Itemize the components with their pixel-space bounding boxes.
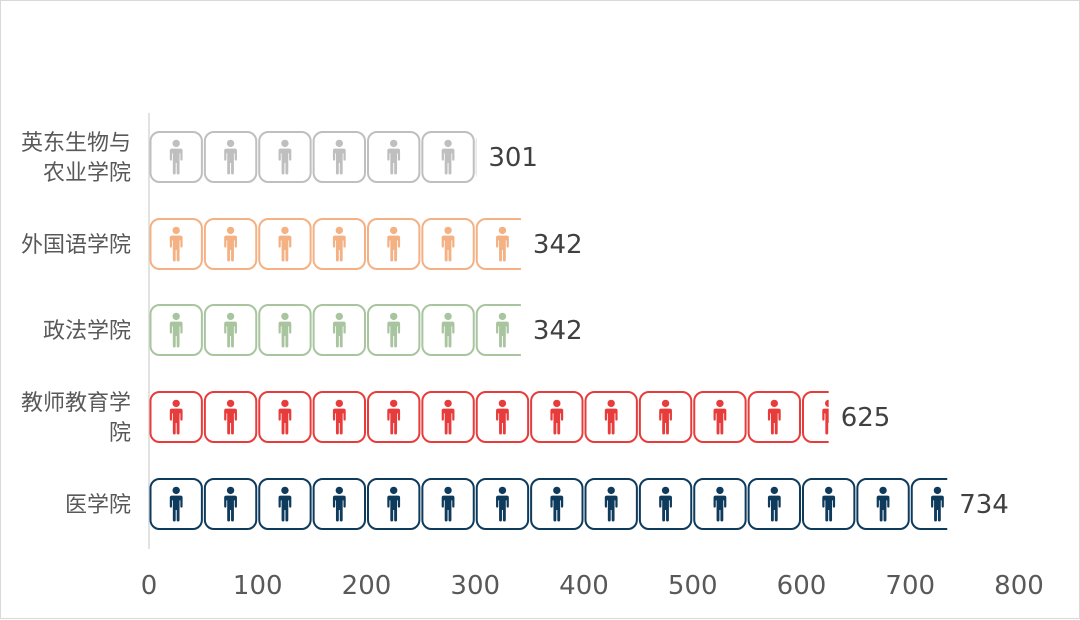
- person-icon: [747, 391, 801, 443]
- person-icon: [203, 304, 258, 356]
- category-label: 医学院: [65, 493, 131, 518]
- bar-group: [149, 218, 521, 270]
- category-label: 政法学院: [43, 319, 131, 344]
- person-icon: [367, 478, 421, 530]
- bar: [149, 478, 948, 530]
- x-tick-label: 300: [450, 571, 500, 601]
- bar-group: [149, 478, 948, 530]
- person-icon: [693, 478, 747, 530]
- bar: [149, 304, 521, 356]
- person-icon: [475, 304, 521, 356]
- bar: [149, 218, 521, 270]
- person-icon: [693, 391, 747, 443]
- person-icon: [203, 131, 258, 183]
- bar: [149, 391, 829, 443]
- person-icon: [312, 218, 366, 270]
- x-tick-label: 0: [141, 571, 158, 601]
- person-icon: [475, 478, 530, 530]
- person-icon: [258, 131, 312, 183]
- person-icon: [802, 391, 829, 443]
- data-label: 734: [959, 490, 1009, 520]
- person-icon: [149, 304, 203, 356]
- person-icon: [421, 478, 475, 530]
- person-icon: [421, 391, 475, 443]
- person-icon: [421, 131, 475, 183]
- x-tick-label: 700: [885, 571, 935, 601]
- person-icon: [258, 218, 312, 270]
- bar-group: [149, 391, 829, 443]
- person-icon: [258, 391, 312, 443]
- person-icon: [802, 478, 856, 530]
- bar-group: [149, 131, 477, 183]
- person-icon: [530, 478, 584, 530]
- person-icon: [258, 478, 312, 530]
- person-icon: [149, 131, 203, 183]
- data-label: 342: [533, 316, 583, 346]
- category-label: 教师教育学院: [21, 391, 131, 446]
- person-icon: [312, 391, 366, 443]
- person-icon: [910, 478, 948, 530]
- person-icon: [312, 478, 366, 530]
- person-icon: [203, 391, 258, 443]
- person-icon: [747, 478, 801, 530]
- category-label: 外国语学院: [21, 233, 131, 258]
- person-icon: [421, 218, 475, 270]
- person-icon: [638, 478, 693, 530]
- person-icon: [367, 391, 421, 443]
- person-icon: [203, 478, 258, 530]
- data-label: 301: [488, 143, 538, 173]
- person-icon: [367, 218, 421, 270]
- bar-group: [149, 304, 521, 356]
- person-icon: [149, 478, 203, 530]
- bar: [149, 131, 477, 183]
- person-icon: [149, 391, 203, 443]
- person-icon: [203, 218, 258, 270]
- person-icon: [530, 391, 584, 443]
- person-icon: [258, 304, 312, 356]
- person-icon: [312, 304, 366, 356]
- data-label: 342: [533, 230, 583, 260]
- x-tick-label: 400: [559, 571, 609, 601]
- category-label: 英东生物与农业学院: [21, 131, 131, 186]
- x-tick-label: 100: [233, 571, 283, 601]
- person-icon: [584, 391, 638, 443]
- x-tick-label: 800: [994, 571, 1044, 601]
- person-icon: [856, 478, 910, 530]
- person-icon: [475, 218, 521, 270]
- x-tick-label: 600: [777, 571, 827, 601]
- data-label: 625: [841, 403, 891, 433]
- person-icon: [475, 391, 530, 443]
- x-tick-label: 500: [668, 571, 718, 601]
- person-icon: [367, 131, 421, 183]
- person-icon: [149, 218, 203, 270]
- person-icon: [584, 478, 638, 530]
- person-icon: [312, 131, 366, 183]
- x-tick-label: 200: [342, 571, 392, 601]
- person-icon: [638, 391, 693, 443]
- person-icon: [421, 304, 475, 356]
- person-icon: [367, 304, 421, 356]
